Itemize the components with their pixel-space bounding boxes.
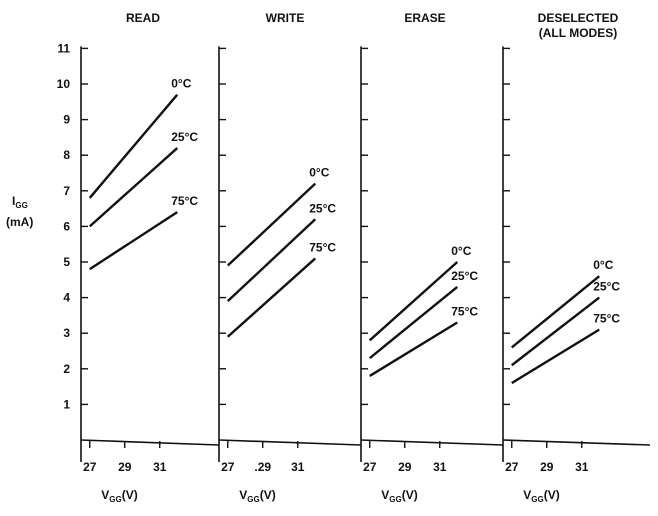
panel-2: 27 .29 31 VGG(V) WRITE 0°C 25°C 75°C <box>218 11 362 504</box>
series-line <box>369 321 458 377</box>
y-tick-label: 2 <box>63 362 70 376</box>
series-label: 25°C <box>593 280 620 294</box>
series-label: 75°C <box>593 312 620 326</box>
series-line <box>511 328 600 385</box>
x-tick-label: 27 <box>363 460 377 474</box>
y-tick-label: 6 <box>63 219 70 233</box>
panel-axis-x <box>360 439 504 446</box>
series-label: 0°C <box>171 77 191 91</box>
series-line <box>511 296 600 367</box>
y-tick-label: 4 <box>63 291 70 305</box>
series-label: 0°C <box>451 244 471 258</box>
series-line <box>226 182 317 267</box>
x-tick-label: 31 <box>291 460 305 474</box>
series-label: 0°C <box>593 258 613 272</box>
series-line <box>510 275 601 349</box>
panel-axis-x <box>502 439 651 446</box>
x-tick-label: 29 <box>398 460 412 474</box>
series-line <box>88 147 179 228</box>
x-axis-label: VGG(V) <box>239 488 275 504</box>
y-tick-label: 8 <box>63 148 70 162</box>
y-tick-label: 9 <box>63 113 70 127</box>
x-tick-label: 31 <box>575 460 589 474</box>
x-axis-label: VGG(V) <box>523 488 559 504</box>
x-tick-label: 27 <box>505 460 519 474</box>
series-line <box>226 218 317 303</box>
panel-axis-x <box>80 439 220 446</box>
chart-panels: 1 2 3 4 5 6 7 8 9 10 11 27 29 31 VGG(V) READ 0°C 25°C 75°C… <box>57 11 651 504</box>
y-tick-label: 1 <box>63 397 70 411</box>
x-tick-label: 31 <box>433 460 447 474</box>
y-tick-label: 3 <box>63 326 70 340</box>
y-tick-label: 10 <box>57 77 71 91</box>
x-tick-label: 27 <box>83 460 97 474</box>
panel-4: 27 29 31 VGG(V) DESELECTED(ALL MODES) 0°C 25°C… <box>502 11 651 504</box>
panel-3: 27 29 31 VGG(V) ERASE 0°C 25°C 75°C <box>360 11 504 504</box>
series-label: 25°C <box>451 269 478 283</box>
panel-title: WRITE <box>266 11 305 25</box>
series-line <box>368 261 459 342</box>
panel-title: (ALL MODES) <box>539 26 617 40</box>
series-label: 0°C <box>309 166 329 180</box>
y-tick-label: 5 <box>63 255 70 269</box>
series-line <box>89 211 178 271</box>
y-axis-label-subscript: GG <box>15 201 27 210</box>
series-label: 75°C <box>309 240 336 254</box>
series-label: 75°C <box>451 305 478 319</box>
series-line <box>368 285 459 360</box>
x-axis-label: VGG(V) <box>101 488 137 504</box>
panel-title: ERASE <box>404 11 445 25</box>
y-tick-label: 11 <box>57 41 70 55</box>
panel-title: READ <box>126 11 160 25</box>
x-tick-label: 27 <box>221 460 235 474</box>
series-label: 25°C <box>309 201 336 215</box>
series-line <box>226 257 317 338</box>
panel-axis-x <box>218 439 362 446</box>
series-label: 25°C <box>171 130 198 144</box>
x-tick-label: 31 <box>153 460 167 474</box>
x-tick-label: 29 <box>540 460 554 474</box>
x-tick-label: .29 <box>254 460 271 474</box>
panel-1: 1 2 3 4 5 6 7 8 9 10 11 27 29 31 VGG(V) READ 0°C 25°C 75°C <box>57 11 220 504</box>
x-axis-label: VGG(V) <box>381 488 417 504</box>
y-axis-label: IGG <box>12 194 28 210</box>
series-line <box>88 93 179 199</box>
x-tick-label: 29 <box>118 460 132 474</box>
y-tick-label: 7 <box>63 184 70 198</box>
series-label: 75°C <box>171 194 198 208</box>
y-axis-unit: (mA) <box>6 215 33 229</box>
panel-title: DESELECTED <box>538 11 619 25</box>
